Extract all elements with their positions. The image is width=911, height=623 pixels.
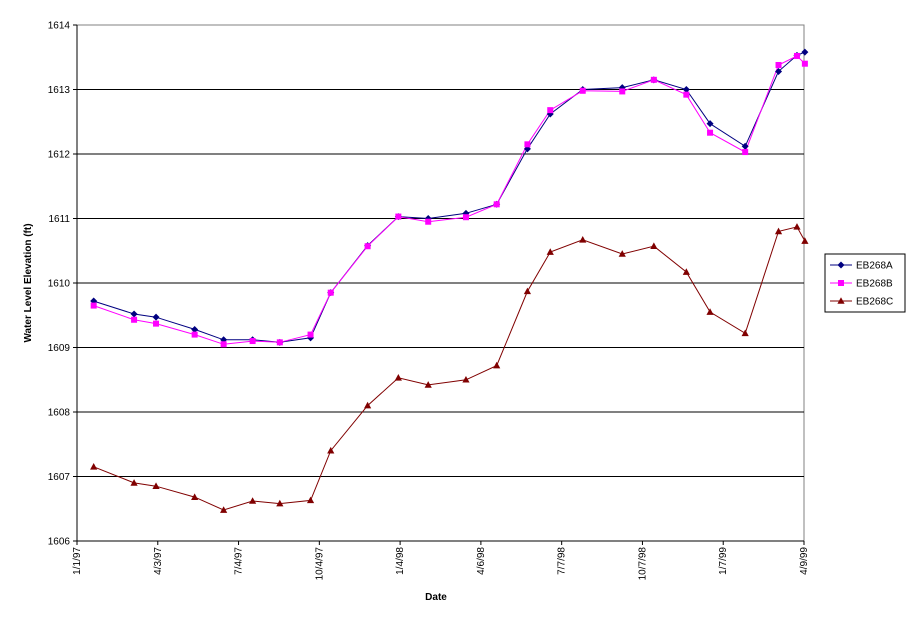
data-point-eb268c xyxy=(462,375,470,383)
data-point-eb268b xyxy=(131,316,138,323)
data-point-eb268c xyxy=(327,446,335,454)
legend-label-eb268a: EB268A xyxy=(856,261,893,272)
x-tick-label: 7/4/97 xyxy=(234,547,245,575)
data-point-eb268b xyxy=(775,61,782,68)
data-point-eb268c xyxy=(276,499,284,507)
data-point-eb268c xyxy=(130,479,138,486)
data-point-eb268a xyxy=(801,48,809,56)
data-point-eb268c xyxy=(579,235,587,243)
y-tick-label: 1607 xyxy=(48,472,71,483)
data-point-eb268a xyxy=(191,325,199,333)
data-point-eb268b xyxy=(90,302,97,309)
data-point-eb268c xyxy=(306,496,315,504)
data-point-eb268c xyxy=(249,497,257,504)
data-point-eb268b xyxy=(650,76,657,83)
y-tick-label: 1612 xyxy=(48,150,71,161)
series-markers xyxy=(90,48,809,513)
data-point-eb268c xyxy=(424,381,432,388)
data-point-eb268b xyxy=(153,320,160,327)
data-point-eb268a xyxy=(152,313,160,321)
data-point-eb268c xyxy=(191,493,199,500)
x-tick-label: 10/4/97 xyxy=(314,547,325,581)
gridlines xyxy=(77,89,804,477)
data-point-eb268c xyxy=(793,223,801,230)
data-point-eb268b xyxy=(364,243,371,250)
x-axis-title: Date xyxy=(425,592,447,603)
y-tick-label: 1613 xyxy=(48,85,71,96)
data-point-eb268b xyxy=(307,331,314,338)
x-tick-label: 7/7/98 xyxy=(557,547,568,575)
data-point-eb268b xyxy=(249,338,256,345)
data-point-eb268c xyxy=(493,361,501,369)
data-point-eb268b xyxy=(327,289,334,296)
y-axis-title: Water Level Elevation (ft) xyxy=(23,223,34,342)
data-point-eb268b xyxy=(395,213,402,220)
legend-marker-eb268c xyxy=(837,297,845,304)
x-tick-label: 1/4/98 xyxy=(395,547,406,575)
x-tick-label: 1/1/97 xyxy=(72,547,83,575)
data-point-eb268b xyxy=(619,88,626,95)
data-point-eb268b xyxy=(793,52,800,59)
data-point-eb268c xyxy=(618,250,626,257)
data-point-eb268c xyxy=(90,463,98,470)
y-tick-label: 1611 xyxy=(48,214,70,225)
data-point-eb268a xyxy=(741,142,749,150)
data-point-eb268c xyxy=(220,506,228,513)
data-point-eb268b xyxy=(276,339,283,346)
x-tick-label: 1/7/99 xyxy=(718,547,729,575)
data-point-eb268c xyxy=(801,237,809,244)
data-point-eb268b xyxy=(547,107,554,114)
data-point-eb268b xyxy=(707,129,714,136)
data-point-eb268b xyxy=(462,214,469,221)
data-point-eb268c xyxy=(546,248,554,255)
data-point-eb268b xyxy=(524,141,531,148)
data-point-eb268c xyxy=(741,329,749,337)
y-tick-label: 1606 xyxy=(48,537,71,548)
legend: EB268A EB268B EB268C xyxy=(824,253,906,313)
data-point-eb268a xyxy=(130,310,138,318)
y-tick-label: 1610 xyxy=(48,279,71,290)
y-axis: 1606 1607 1608 1609 1610 1611 1612 1613 1614 xyxy=(48,21,78,548)
y-tick-label: 1614 xyxy=(48,21,71,32)
data-point-eb268c xyxy=(394,374,402,381)
data-point-eb268c xyxy=(364,401,372,409)
legend-marker-eb268a xyxy=(837,261,845,269)
data-point-eb268a xyxy=(775,67,783,75)
legend-label-eb268b: EB268B xyxy=(856,279,893,290)
data-point-eb268c xyxy=(706,308,714,315)
data-point-eb268b xyxy=(579,87,586,94)
data-point-eb268a xyxy=(706,120,714,128)
data-point-eb268b xyxy=(425,218,432,225)
data-point-eb268c xyxy=(682,268,690,275)
data-point-eb268c xyxy=(152,482,160,489)
x-tick-label: 4/6/98 xyxy=(476,547,487,575)
data-point-eb268b xyxy=(683,91,690,98)
data-point-eb268c xyxy=(523,287,532,295)
x-tick-label: 4/3/97 xyxy=(153,547,164,575)
data-point-eb268b xyxy=(220,341,227,348)
data-point-eb268a xyxy=(682,86,690,93)
data-point-eb268b xyxy=(801,60,808,67)
y-tick-label: 1608 xyxy=(48,408,71,419)
data-point-eb268b xyxy=(493,201,500,208)
data-point-eb268b xyxy=(742,149,749,156)
x-tick-label: 4/9/99 xyxy=(799,547,810,575)
data-point-eb268c xyxy=(650,242,658,250)
data-point-eb268b xyxy=(191,331,198,338)
x-axis: 1/1/97 4/3/97 7/4/97 10/4/97 1/4/98 4/6/98 7/7… xyxy=(72,540,810,581)
x-tick-label: 10/7/98 xyxy=(637,547,648,581)
legend-label-eb268c: EB268C xyxy=(856,297,893,308)
y-tick-label: 1609 xyxy=(48,343,71,354)
legend-marker-eb268b xyxy=(838,280,844,286)
data-point-eb268c xyxy=(774,227,783,235)
